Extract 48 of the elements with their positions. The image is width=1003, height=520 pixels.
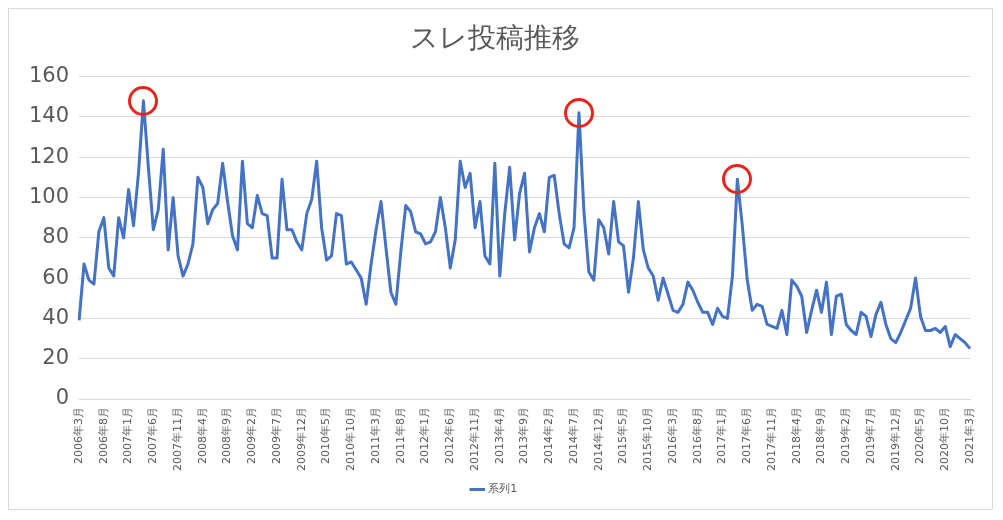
- x-tick-label: 2015年5月: [616, 407, 630, 465]
- y-tick-label: 20: [42, 345, 70, 370]
- x-tick-label: 2013年4月: [492, 407, 506, 465]
- x-tick-label: 2018年9月: [814, 407, 828, 465]
- x-tick-label: 2019年7月: [863, 407, 877, 465]
- x-tick-label: 2019年2月: [839, 407, 853, 465]
- x-tick-label: 2019年12月: [888, 407, 902, 472]
- x-tick-label: 2010年10月: [344, 407, 358, 472]
- x-tick-label: 2018年4月: [789, 407, 803, 465]
- y-tick-label: 40: [42, 304, 70, 329]
- x-tick-label: 2006年3月: [71, 407, 85, 465]
- y-tick-label: 0: [55, 385, 70, 410]
- y-tick-label: 100: [28, 183, 70, 208]
- x-tick-label: 2007年6月: [146, 407, 160, 465]
- y-tick-label: 120: [28, 143, 70, 168]
- legend-label: 系列1: [488, 482, 518, 496]
- x-tick-label: 2008年9月: [220, 407, 234, 465]
- x-tick-label: 2017年6月: [740, 407, 754, 465]
- x-tick-label: 2006年8月: [96, 407, 110, 465]
- x-tick-label: 2015年10月: [641, 407, 655, 472]
- x-tick-label: 2014年12月: [591, 407, 605, 472]
- x-tick-label: 2014年7月: [566, 407, 580, 465]
- y-tick-label: 140: [28, 103, 70, 128]
- x-tick-label: 2008年4月: [195, 407, 209, 465]
- y-tick-label: 160: [28, 63, 70, 88]
- x-tick-label: 2007年11月: [170, 407, 184, 472]
- x-tick-label: 2017年1月: [715, 407, 729, 465]
- x-tick-label: 2016年3月: [665, 407, 679, 465]
- x-tick-label: 2009年2月: [245, 407, 259, 465]
- x-tick-label: 2011年3月: [368, 407, 382, 465]
- x-tick-label: 2012年6月: [443, 407, 457, 465]
- x-tick-label: 2011年8月: [393, 407, 407, 465]
- x-tick-label: 2009年12月: [294, 407, 308, 472]
- y-tick-label: 60: [42, 264, 70, 289]
- x-tick-label: 2020年5月: [913, 407, 927, 465]
- x-tick-label: 2020年10月: [938, 407, 952, 472]
- x-tick-label: 2017年11月: [764, 407, 778, 472]
- x-tick-label: 2010年5月: [319, 407, 333, 465]
- x-tick-label: 2012年11月: [467, 407, 481, 472]
- y-tick-label: 80: [42, 224, 70, 249]
- x-tick-label: 2016年8月: [690, 407, 704, 465]
- x-tick-label: 2012年1月: [418, 407, 432, 465]
- x-tick-label: 2014年2月: [542, 407, 556, 465]
- x-tick-label: 2021年3月: [962, 407, 976, 465]
- x-tick-label: 2013年9月: [517, 407, 531, 465]
- chart-title: スレ投稿推移: [409, 21, 580, 55]
- x-tick-label: 2007年1月: [121, 407, 135, 465]
- x-tick-label: 2009年7月: [269, 407, 283, 465]
